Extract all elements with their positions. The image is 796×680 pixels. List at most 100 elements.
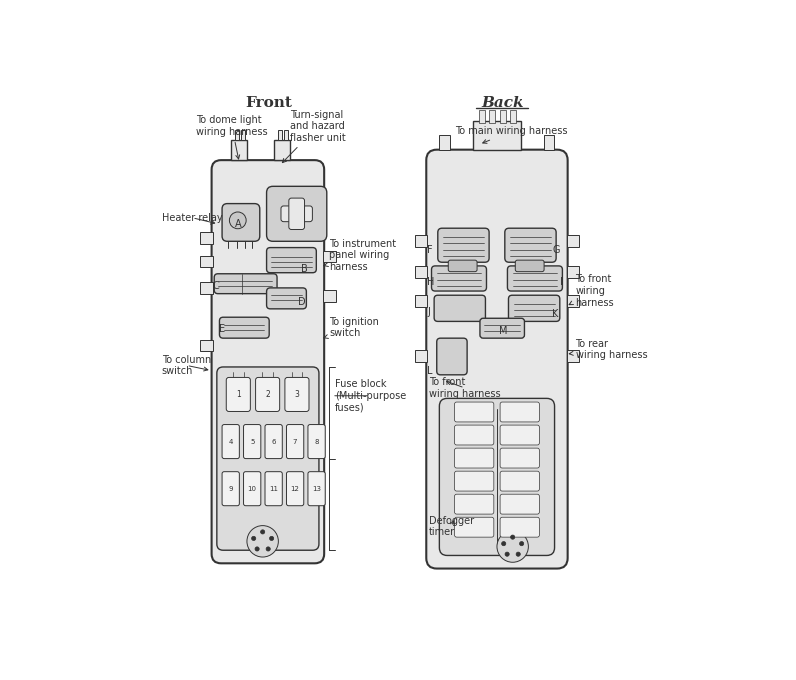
FancyBboxPatch shape: [500, 471, 540, 491]
FancyBboxPatch shape: [455, 471, 494, 491]
FancyBboxPatch shape: [267, 248, 316, 273]
FancyBboxPatch shape: [287, 472, 304, 506]
Text: 3: 3: [295, 390, 299, 399]
Circle shape: [516, 552, 521, 556]
Circle shape: [505, 552, 509, 556]
Text: K: K: [552, 309, 559, 319]
Text: A: A: [235, 219, 242, 229]
Bar: [415, 350, 427, 362]
Bar: [478, 110, 485, 124]
FancyBboxPatch shape: [509, 295, 560, 322]
FancyBboxPatch shape: [265, 472, 283, 506]
FancyBboxPatch shape: [256, 377, 279, 411]
FancyBboxPatch shape: [285, 377, 309, 411]
Circle shape: [497, 531, 529, 562]
Text: E: E: [220, 324, 225, 335]
FancyBboxPatch shape: [455, 425, 494, 445]
FancyBboxPatch shape: [500, 448, 540, 468]
Text: To ignition
switch: To ignition switch: [324, 317, 379, 339]
Bar: [415, 267, 427, 278]
Bar: [415, 295, 427, 307]
Bar: [200, 282, 213, 294]
Text: G: G: [552, 245, 560, 255]
Text: 10: 10: [248, 486, 256, 492]
Text: H: H: [427, 277, 435, 286]
FancyBboxPatch shape: [222, 203, 259, 241]
Text: 12: 12: [291, 486, 299, 492]
Bar: [567, 267, 579, 278]
FancyBboxPatch shape: [515, 260, 544, 272]
Text: Defogger
timer: Defogger timer: [429, 516, 474, 537]
Text: Heater relay: Heater relay: [162, 213, 223, 224]
FancyBboxPatch shape: [308, 472, 326, 506]
FancyBboxPatch shape: [222, 472, 240, 506]
Text: 4: 4: [228, 439, 233, 445]
Bar: [567, 350, 579, 362]
Text: 6: 6: [271, 439, 276, 445]
Bar: [275, 140, 290, 160]
Bar: [323, 290, 336, 301]
FancyBboxPatch shape: [455, 517, 494, 537]
Circle shape: [247, 526, 279, 557]
FancyBboxPatch shape: [437, 338, 467, 375]
Text: Fuse block
(Multi-purpose
fuses): Fuse block (Multi-purpose fuses): [334, 379, 406, 412]
Text: 2: 2: [265, 390, 270, 399]
Bar: [284, 130, 288, 140]
Bar: [200, 233, 213, 244]
Bar: [567, 295, 579, 307]
Text: 11: 11: [269, 486, 278, 492]
FancyBboxPatch shape: [308, 424, 326, 458]
Circle shape: [255, 547, 259, 551]
Bar: [489, 110, 495, 124]
FancyBboxPatch shape: [438, 228, 489, 262]
Text: To dome light
wiring harness: To dome light wiring harness: [196, 116, 267, 159]
Bar: [241, 130, 245, 140]
Bar: [278, 130, 282, 140]
Text: J: J: [427, 307, 430, 317]
FancyBboxPatch shape: [448, 260, 477, 272]
FancyBboxPatch shape: [431, 266, 486, 291]
Circle shape: [510, 535, 515, 539]
Bar: [510, 110, 517, 124]
Text: 8: 8: [314, 439, 319, 445]
FancyBboxPatch shape: [281, 206, 312, 222]
Bar: [235, 130, 239, 140]
FancyBboxPatch shape: [455, 402, 494, 422]
FancyBboxPatch shape: [217, 367, 319, 550]
Text: I: I: [560, 277, 563, 286]
Bar: [439, 135, 450, 150]
Bar: [567, 235, 579, 247]
Bar: [200, 256, 213, 267]
Text: 13: 13: [312, 486, 321, 492]
Circle shape: [252, 537, 256, 541]
Bar: [200, 340, 213, 352]
FancyBboxPatch shape: [455, 494, 494, 514]
FancyBboxPatch shape: [244, 424, 261, 458]
FancyBboxPatch shape: [289, 198, 305, 230]
Circle shape: [266, 547, 271, 551]
FancyBboxPatch shape: [267, 288, 306, 309]
Text: 7: 7: [293, 439, 298, 445]
Text: C: C: [213, 282, 220, 291]
FancyBboxPatch shape: [287, 424, 304, 458]
Text: 1: 1: [236, 390, 240, 399]
Text: To column
switch: To column switch: [162, 354, 211, 376]
FancyBboxPatch shape: [455, 448, 494, 468]
Text: To main wiring harness: To main wiring harness: [455, 126, 568, 143]
Circle shape: [501, 541, 505, 546]
Text: To front
wiring
harness: To front wiring harness: [569, 275, 615, 307]
FancyBboxPatch shape: [505, 228, 556, 262]
Bar: [500, 110, 506, 124]
Text: D: D: [298, 296, 306, 307]
Text: Back: Back: [481, 96, 524, 109]
Circle shape: [260, 530, 265, 534]
Text: L: L: [427, 366, 433, 376]
Bar: [323, 251, 336, 262]
FancyBboxPatch shape: [500, 494, 540, 514]
Text: Turn-signal
and hazard
flasher unit: Turn-signal and hazard flasher unit: [283, 109, 346, 163]
FancyBboxPatch shape: [265, 424, 283, 458]
FancyBboxPatch shape: [222, 424, 240, 458]
Text: F: F: [427, 245, 433, 255]
FancyBboxPatch shape: [500, 517, 540, 537]
FancyBboxPatch shape: [507, 266, 563, 291]
